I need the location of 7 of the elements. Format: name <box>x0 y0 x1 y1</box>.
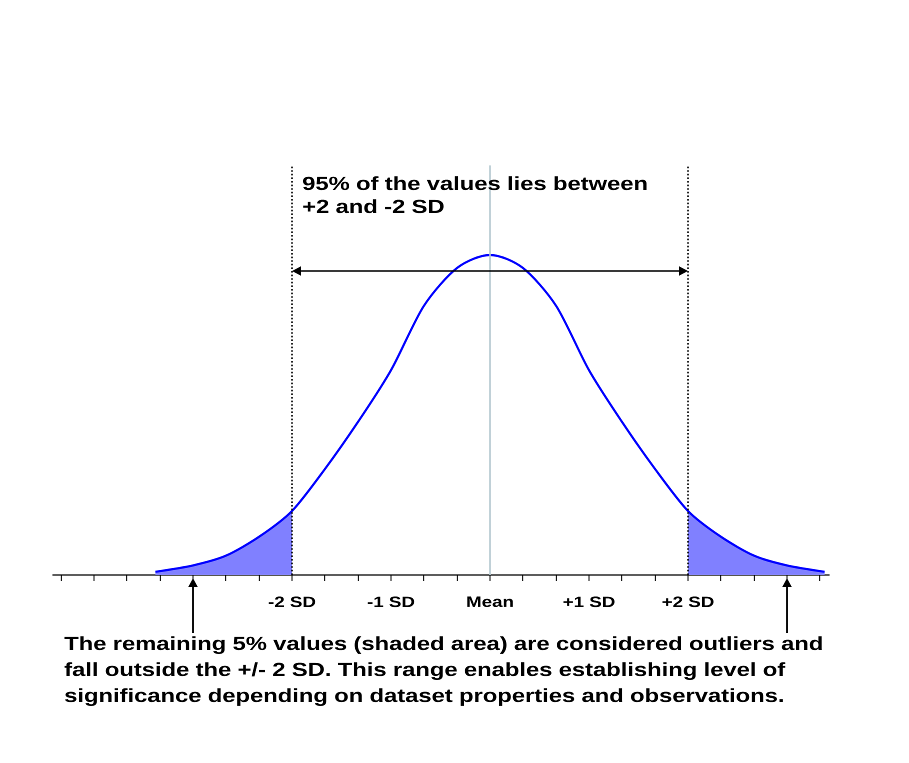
x-tick-label: -1 SD <box>368 596 414 608</box>
x-tick-label: -2 SD <box>268 596 316 608</box>
text: The remaining 5% values (shaded area) are considered outliers and fall outside the +/- 2 SD. This range enables establishing level of significance depending on dataset properties and observations. <box>64 636 822 706</box>
x-tick-label: Mean <box>467 596 513 607</box>
x-tick-label: +1 SD <box>563 596 615 608</box>
text: 95% of the values lies between +2 and -2 SD <box>303 176 647 214</box>
x-tick-label: +2 SD <box>662 596 714 608</box>
